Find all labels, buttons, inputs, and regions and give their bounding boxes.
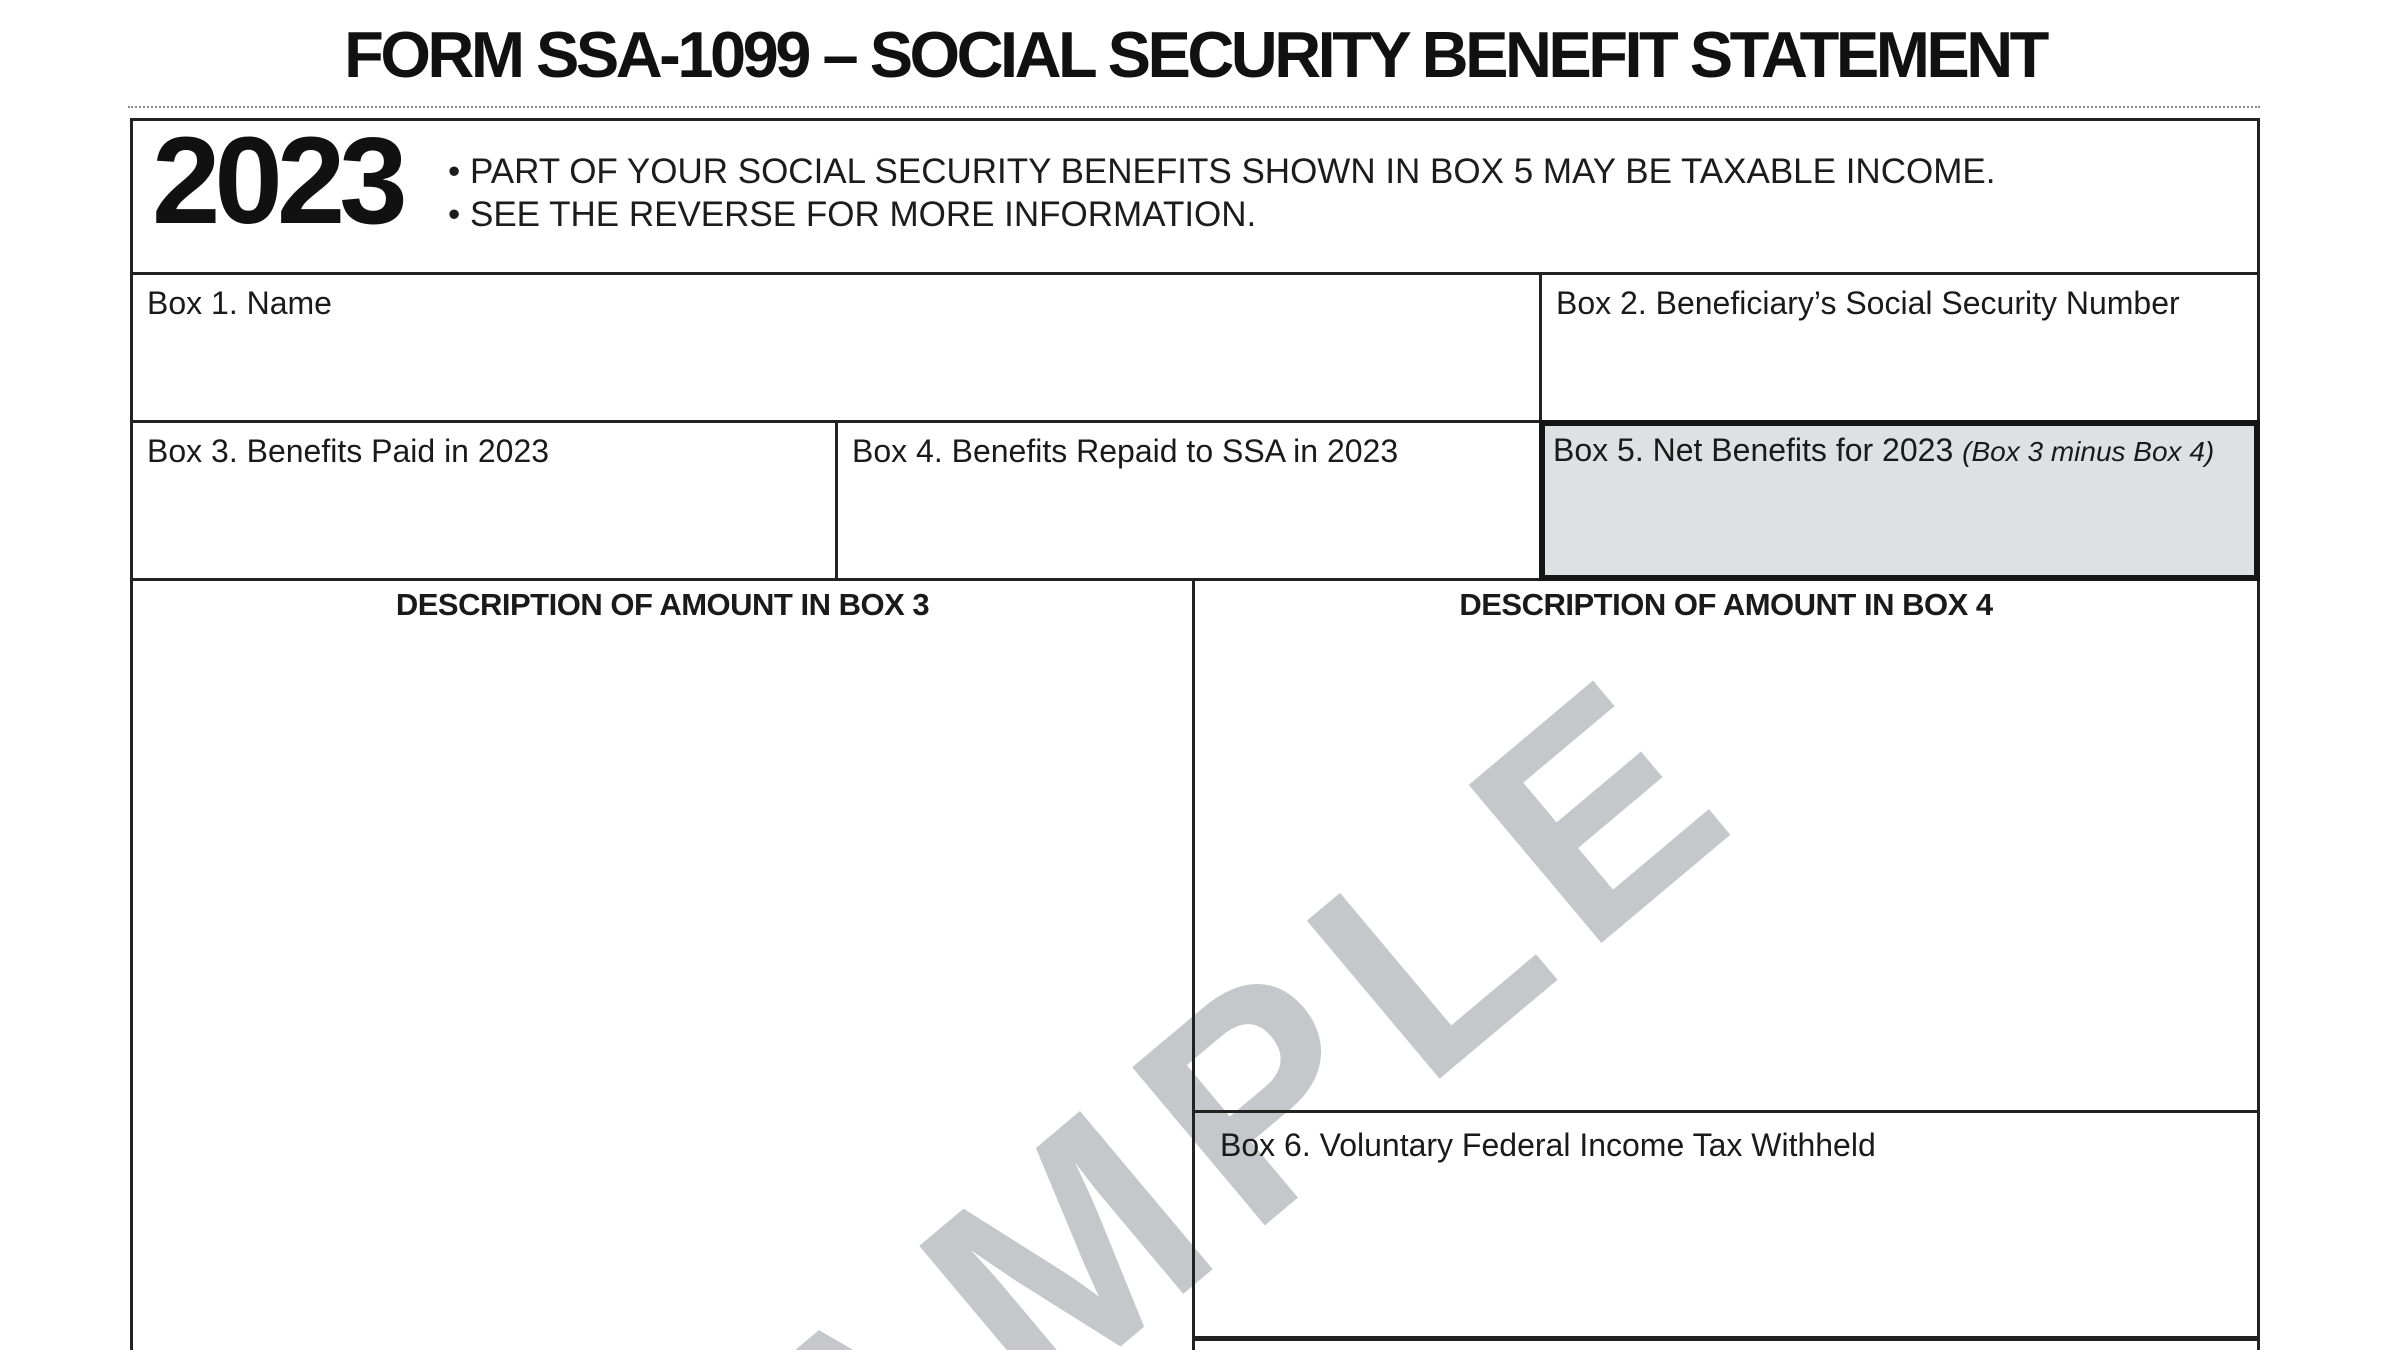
- grid-line-below-box3-row: [130, 578, 2260, 581]
- notice-list: PART OF YOUR SOCIAL SECURITY BENEFITS SH…: [448, 150, 1995, 236]
- divider-box3-box4: [835, 420, 838, 578]
- box3-benefits-paid-cell: Box 3. Benefits Paid in 2023: [133, 423, 835, 578]
- tax-year: 2023: [152, 113, 408, 250]
- box6-label: Box 6. Voluntary Federal Income Tax With…: [1220, 1127, 1876, 1163]
- notice-taxable-income: PART OF YOUR SOCIAL SECURITY BENEFITS SH…: [448, 150, 1995, 193]
- box2-label: Box 2. Beneficiary’s Social Security Num…: [1556, 285, 2180, 321]
- box4-benefits-repaid-cell: Box 4. Benefits Repaid to SSA in 2023: [838, 423, 1539, 578]
- description-box3-section: DESCRIPTION OF AMOUNT IN BOX 3: [133, 581, 1192, 1350]
- grid-line-box7-top: [1192, 1336, 2260, 1341]
- divider-description-columns: [1192, 578, 1195, 1350]
- box6-tax-withheld-cell: Box 6. Voluntary Federal Income Tax With…: [1192, 1113, 2260, 1336]
- box1-name-cell: Box 1. Name: [133, 275, 1539, 420]
- description-box3-header: DESCRIPTION OF AMOUNT IN BOX 3: [395, 587, 930, 622]
- box2-ssn-cell: Box 2. Beneficiary’s Social Security Num…: [1542, 275, 2257, 420]
- box5-label-text: Box 5. Net Benefits for 2023: [1553, 432, 1963, 468]
- box4-label: Box 4. Benefits Repaid to SSA in 2023: [852, 433, 1399, 469]
- box5-label: Box 5. Net Benefits for 2023 (Box 3 minu…: [1545, 426, 2254, 476]
- box1-label: Box 1. Name: [147, 285, 332, 321]
- grid-line-below-box1-row: [130, 420, 2260, 423]
- grid-line-below-header: [130, 272, 2260, 275]
- description-box4-section: DESCRIPTION OF AMOUNT IN BOX 4: [1195, 581, 2257, 1110]
- perforation-cut-line: [128, 106, 2260, 108]
- box5-net-benefits-cell: Box 5. Net Benefits for 2023 (Box 3 minu…: [1539, 420, 2260, 581]
- notice-see-reverse: SEE THE REVERSE FOR MORE INFORMATION.: [448, 193, 1995, 236]
- grid-line-box6-top: [1192, 1110, 2260, 1113]
- box3-label: Box 3. Benefits Paid in 2023: [147, 433, 550, 469]
- form-outer-border: [130, 118, 2260, 1350]
- box5-note: (Box 3 minus Box 4): [1962, 436, 2215, 467]
- divider-box1-box2: [1539, 272, 1542, 420]
- form-title: FORM SSA-1099 – SOCIAL SECURITY BENEFIT …: [344, 18, 2049, 91]
- description-box4-header: DESCRIPTION OF AMOUNT IN BOX 4: [1459, 587, 1993, 622]
